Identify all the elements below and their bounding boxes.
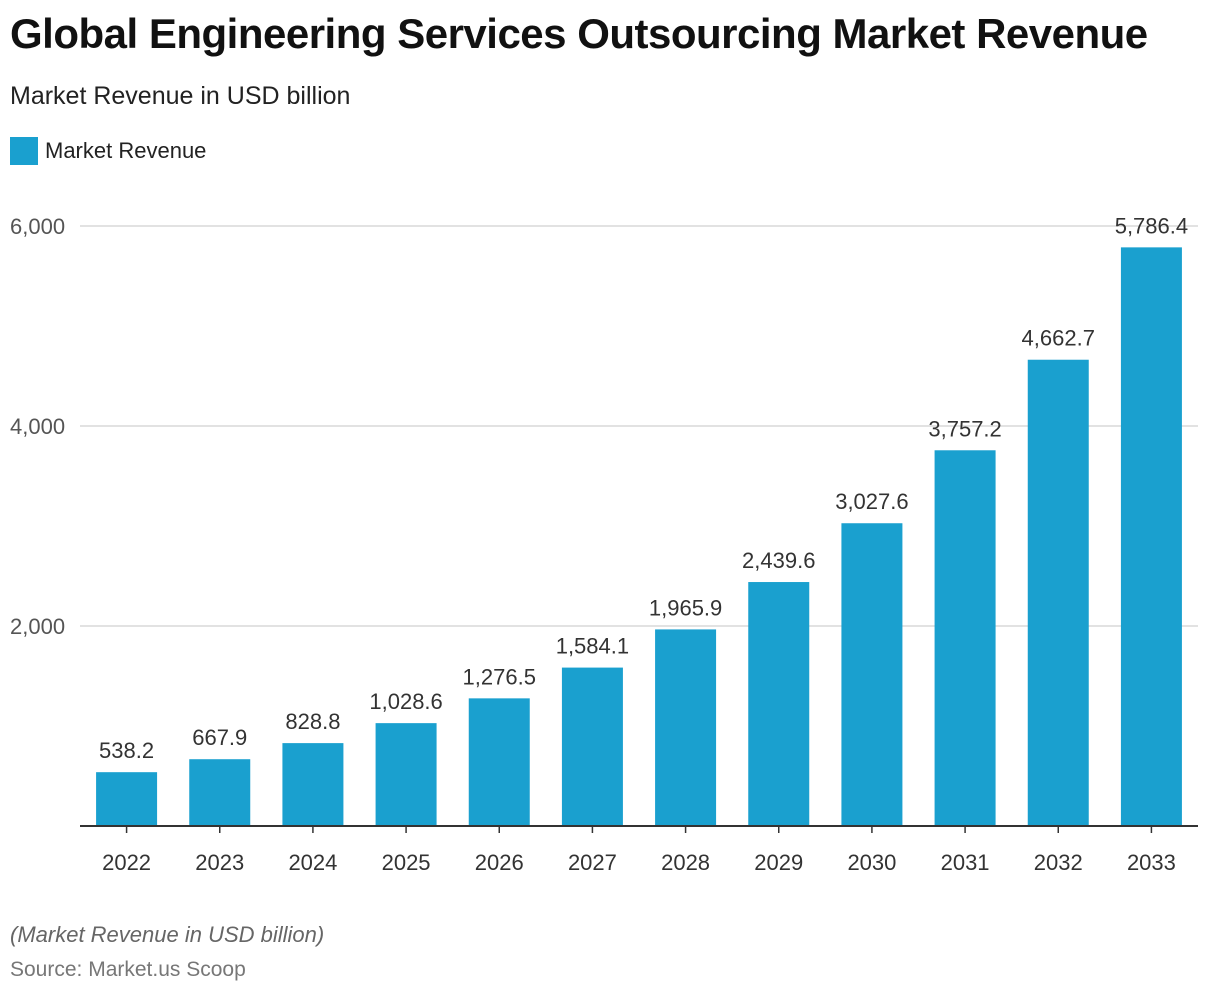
x-tick-label: 2033	[1127, 850, 1176, 875]
y-tick-label: 6,000	[10, 214, 65, 239]
x-tick-label: 2025	[382, 850, 431, 875]
x-tick-label: 2031	[941, 850, 990, 875]
x-tick-label: 2023	[195, 850, 244, 875]
bar	[189, 759, 251, 826]
data-label: 828.8	[285, 709, 340, 734]
bar	[934, 450, 996, 826]
x-tick-label: 2032	[1034, 850, 1083, 875]
data-label: 3,757.2	[928, 416, 1001, 441]
data-label: 667.9	[192, 725, 247, 750]
bar	[375, 723, 437, 826]
source-text: Source: Market.us Scoop	[10, 958, 246, 981]
bar	[841, 523, 903, 826]
legend-label: Market Revenue	[45, 138, 207, 163]
y-tick-label: 4,000	[10, 414, 65, 439]
x-tick-label: 2030	[847, 850, 896, 875]
legend: Market Revenue	[10, 137, 206, 165]
bar	[468, 698, 530, 826]
x-tick-label: 2024	[288, 850, 337, 875]
chart-subtitle: Market Revenue in USD billion	[10, 82, 351, 110]
x-tick-label: 2027	[568, 850, 617, 875]
x-tick-label: 2022	[102, 850, 151, 875]
x-tick-label: 2028	[661, 850, 710, 875]
data-label: 5,786.4	[1115, 213, 1188, 238]
data-label: 4,662.7	[1022, 326, 1095, 351]
data-label: 1,028.6	[369, 689, 442, 714]
x-tick-label: 2026	[475, 850, 524, 875]
bar	[1027, 359, 1089, 826]
bar	[748, 582, 810, 826]
data-label: 2,439.6	[742, 548, 815, 573]
chart-title: Global Engineering Services Outsourcing …	[10, 10, 1148, 57]
data-label: 1,584.1	[556, 634, 629, 659]
data-label: 1,965.9	[649, 595, 722, 620]
x-tick-label: 2029	[754, 850, 803, 875]
data-label: 538.2	[99, 738, 154, 763]
data-label: 1,276.5	[463, 664, 536, 689]
bar	[1120, 247, 1182, 827]
y-tick-label: 2,000	[10, 614, 65, 639]
bar	[96, 772, 158, 826]
footnote: (Market Revenue in USD billion)	[10, 922, 325, 947]
bar	[655, 629, 717, 826]
bar	[561, 667, 623, 826]
bar	[282, 743, 344, 826]
legend-swatch	[10, 137, 38, 165]
data-label: 3,027.6	[835, 489, 908, 514]
